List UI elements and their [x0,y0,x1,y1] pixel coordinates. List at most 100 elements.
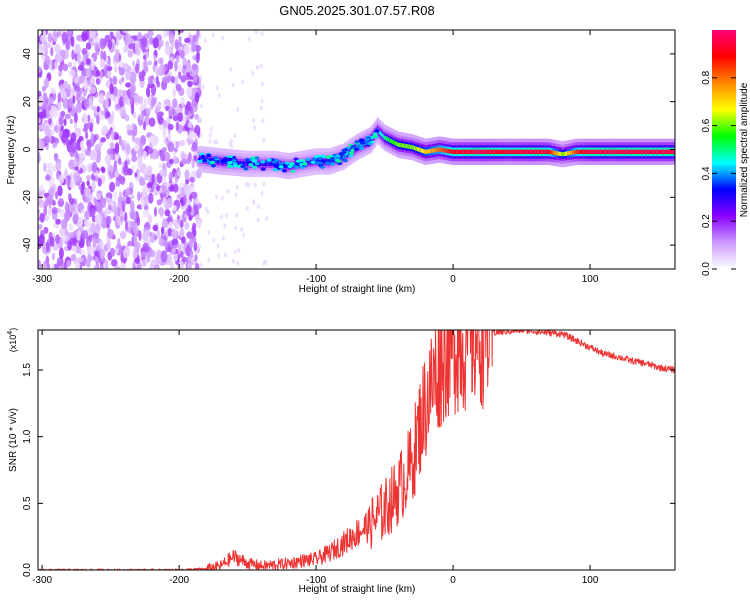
noise-speckle [38,151,41,163]
noise-speckle [40,34,48,44]
ridge-mark [401,143,404,148]
ridge-mark [252,161,255,166]
snr-x-tick-label: -200 [169,575,189,586]
ridge-mark [431,148,434,153]
noise-speckle [113,160,118,172]
noise-speckle [148,249,156,258]
noise-speckle [42,92,48,102]
ridge-mark [567,151,570,156]
ridge-mark [407,144,409,149]
noise-speckle [39,212,45,223]
ridge-mark [652,149,655,154]
noise-speckle [56,30,62,38]
noise-speckle [51,165,57,172]
ridge-mark [419,147,422,153]
ridge-mark [531,149,534,154]
ridge-blob [260,167,266,171]
noise-speckle [90,222,96,234]
noise-speckle [69,118,74,125]
noise-speckle [132,60,136,67]
noise-speckle [80,249,86,257]
ridge-mark [397,142,400,147]
noise-speckle [71,141,77,154]
snr-y-tick-label: 0.5 [22,496,33,510]
ridge-mark [448,149,450,154]
ridge-mark [545,149,548,154]
ridge-blob [252,159,258,163]
ridge-mark [633,149,635,154]
noise-speckle [133,124,138,136]
ridge-mark [457,149,460,154]
noise-speckle [148,192,154,204]
noise-speckle [97,177,102,187]
sparse-speckle [255,65,259,70]
ridge-mark [660,149,663,154]
noise-speckle [114,170,120,178]
noise-speckle [123,164,127,173]
colorbar-tick-label: 0.0 [701,262,712,276]
ridge-blob [210,164,216,168]
ridge-mark [611,149,613,154]
sparse-speckle [206,209,210,215]
ridge-mark [426,149,428,154]
noise-speckle [145,112,150,119]
noise-speckle [185,186,191,197]
noise-speckle [72,213,79,225]
ridge-mark [583,149,586,154]
noise-speckle [38,185,45,192]
ridge-mark [459,149,461,154]
noise-speckle [73,76,80,84]
noise-speckle [43,205,47,217]
noise-speckle [97,205,102,214]
snr-x-tick-label: -300 [32,575,52,586]
spec-y-tick-label: 0 [22,146,33,152]
noise-speckle [115,49,120,58]
snr-x-tick-label: -100 [306,575,326,586]
noise-speckle [163,119,167,130]
ridge-mark [581,149,583,154]
noise-speckle [148,214,153,224]
ridge-blob [341,148,347,152]
noise-speckle [43,215,50,221]
sparse-speckle [200,103,203,109]
noise-speckle [53,106,58,118]
noise-speckle [187,81,193,88]
noise-speckle [154,190,159,196]
sparse-speckle [207,257,211,263]
noise-speckle [90,132,95,144]
noise-speckle [146,182,153,189]
noise-speckle [107,229,115,239]
noise-speckle [46,194,54,205]
ridge-blob [312,157,318,161]
noise-speckle [49,236,55,248]
noise-speckle [38,95,44,107]
noise-speckle [143,199,148,206]
sparse-speckle [237,247,241,253]
noise-speckle [133,234,138,246]
noise-speckle [106,70,112,77]
noise-speckle [74,43,82,55]
ridge-mark [387,137,390,142]
ridge-mark [672,149,675,154]
ridge-mark [485,149,487,154]
ridge-mark [560,151,563,157]
ridge-mark [381,132,383,137]
noise-speckle [45,174,51,181]
noise-speckle [64,201,69,211]
ridge-mark [408,144,411,149]
noise-speckle [56,257,64,266]
ridge-mark [434,148,437,153]
noise-speckle [112,216,116,222]
ridge-mark [453,149,456,154]
noise-speckle [69,235,76,246]
sparse-speckle [229,66,233,72]
sparse-speckle [236,260,240,266]
noise-speckle [189,176,195,183]
noise-speckle [83,98,90,109]
ridge-blob [295,159,301,163]
ridge-mark [620,149,623,154]
ridge-mark [655,149,657,154]
ridge-mark [604,149,607,154]
sparse-speckle [230,143,234,149]
noise-speckle [63,261,68,269]
